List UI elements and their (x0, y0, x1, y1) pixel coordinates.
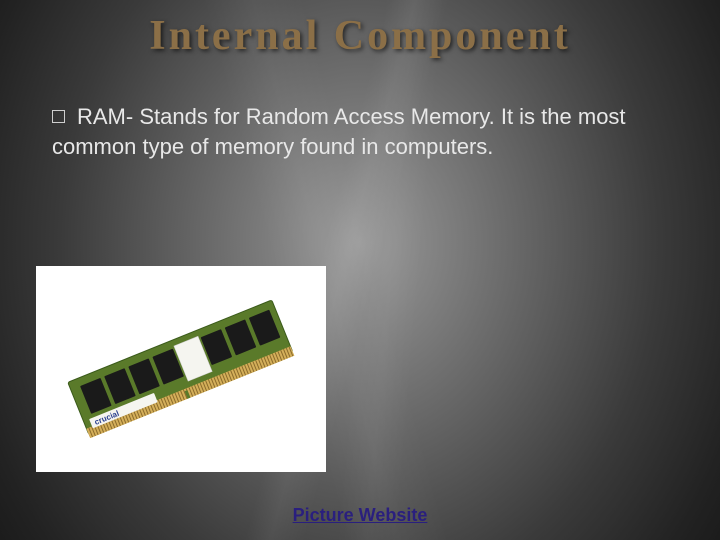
bullet-marker (52, 110, 65, 123)
ram-image: crucial (36, 266, 326, 472)
body-paragraph: RAM- Stands for Random Access Memory. It… (52, 102, 668, 161)
picture-website-link-container: Picture Website (0, 505, 720, 526)
bullet-text: RAM- Stands for Random Access Memory. It… (52, 104, 626, 159)
picture-website-link[interactable]: Picture Website (293, 505, 428, 525)
ram-stick-illustration: crucial (51, 294, 311, 444)
slide-title: Internal Component (0, 12, 720, 60)
